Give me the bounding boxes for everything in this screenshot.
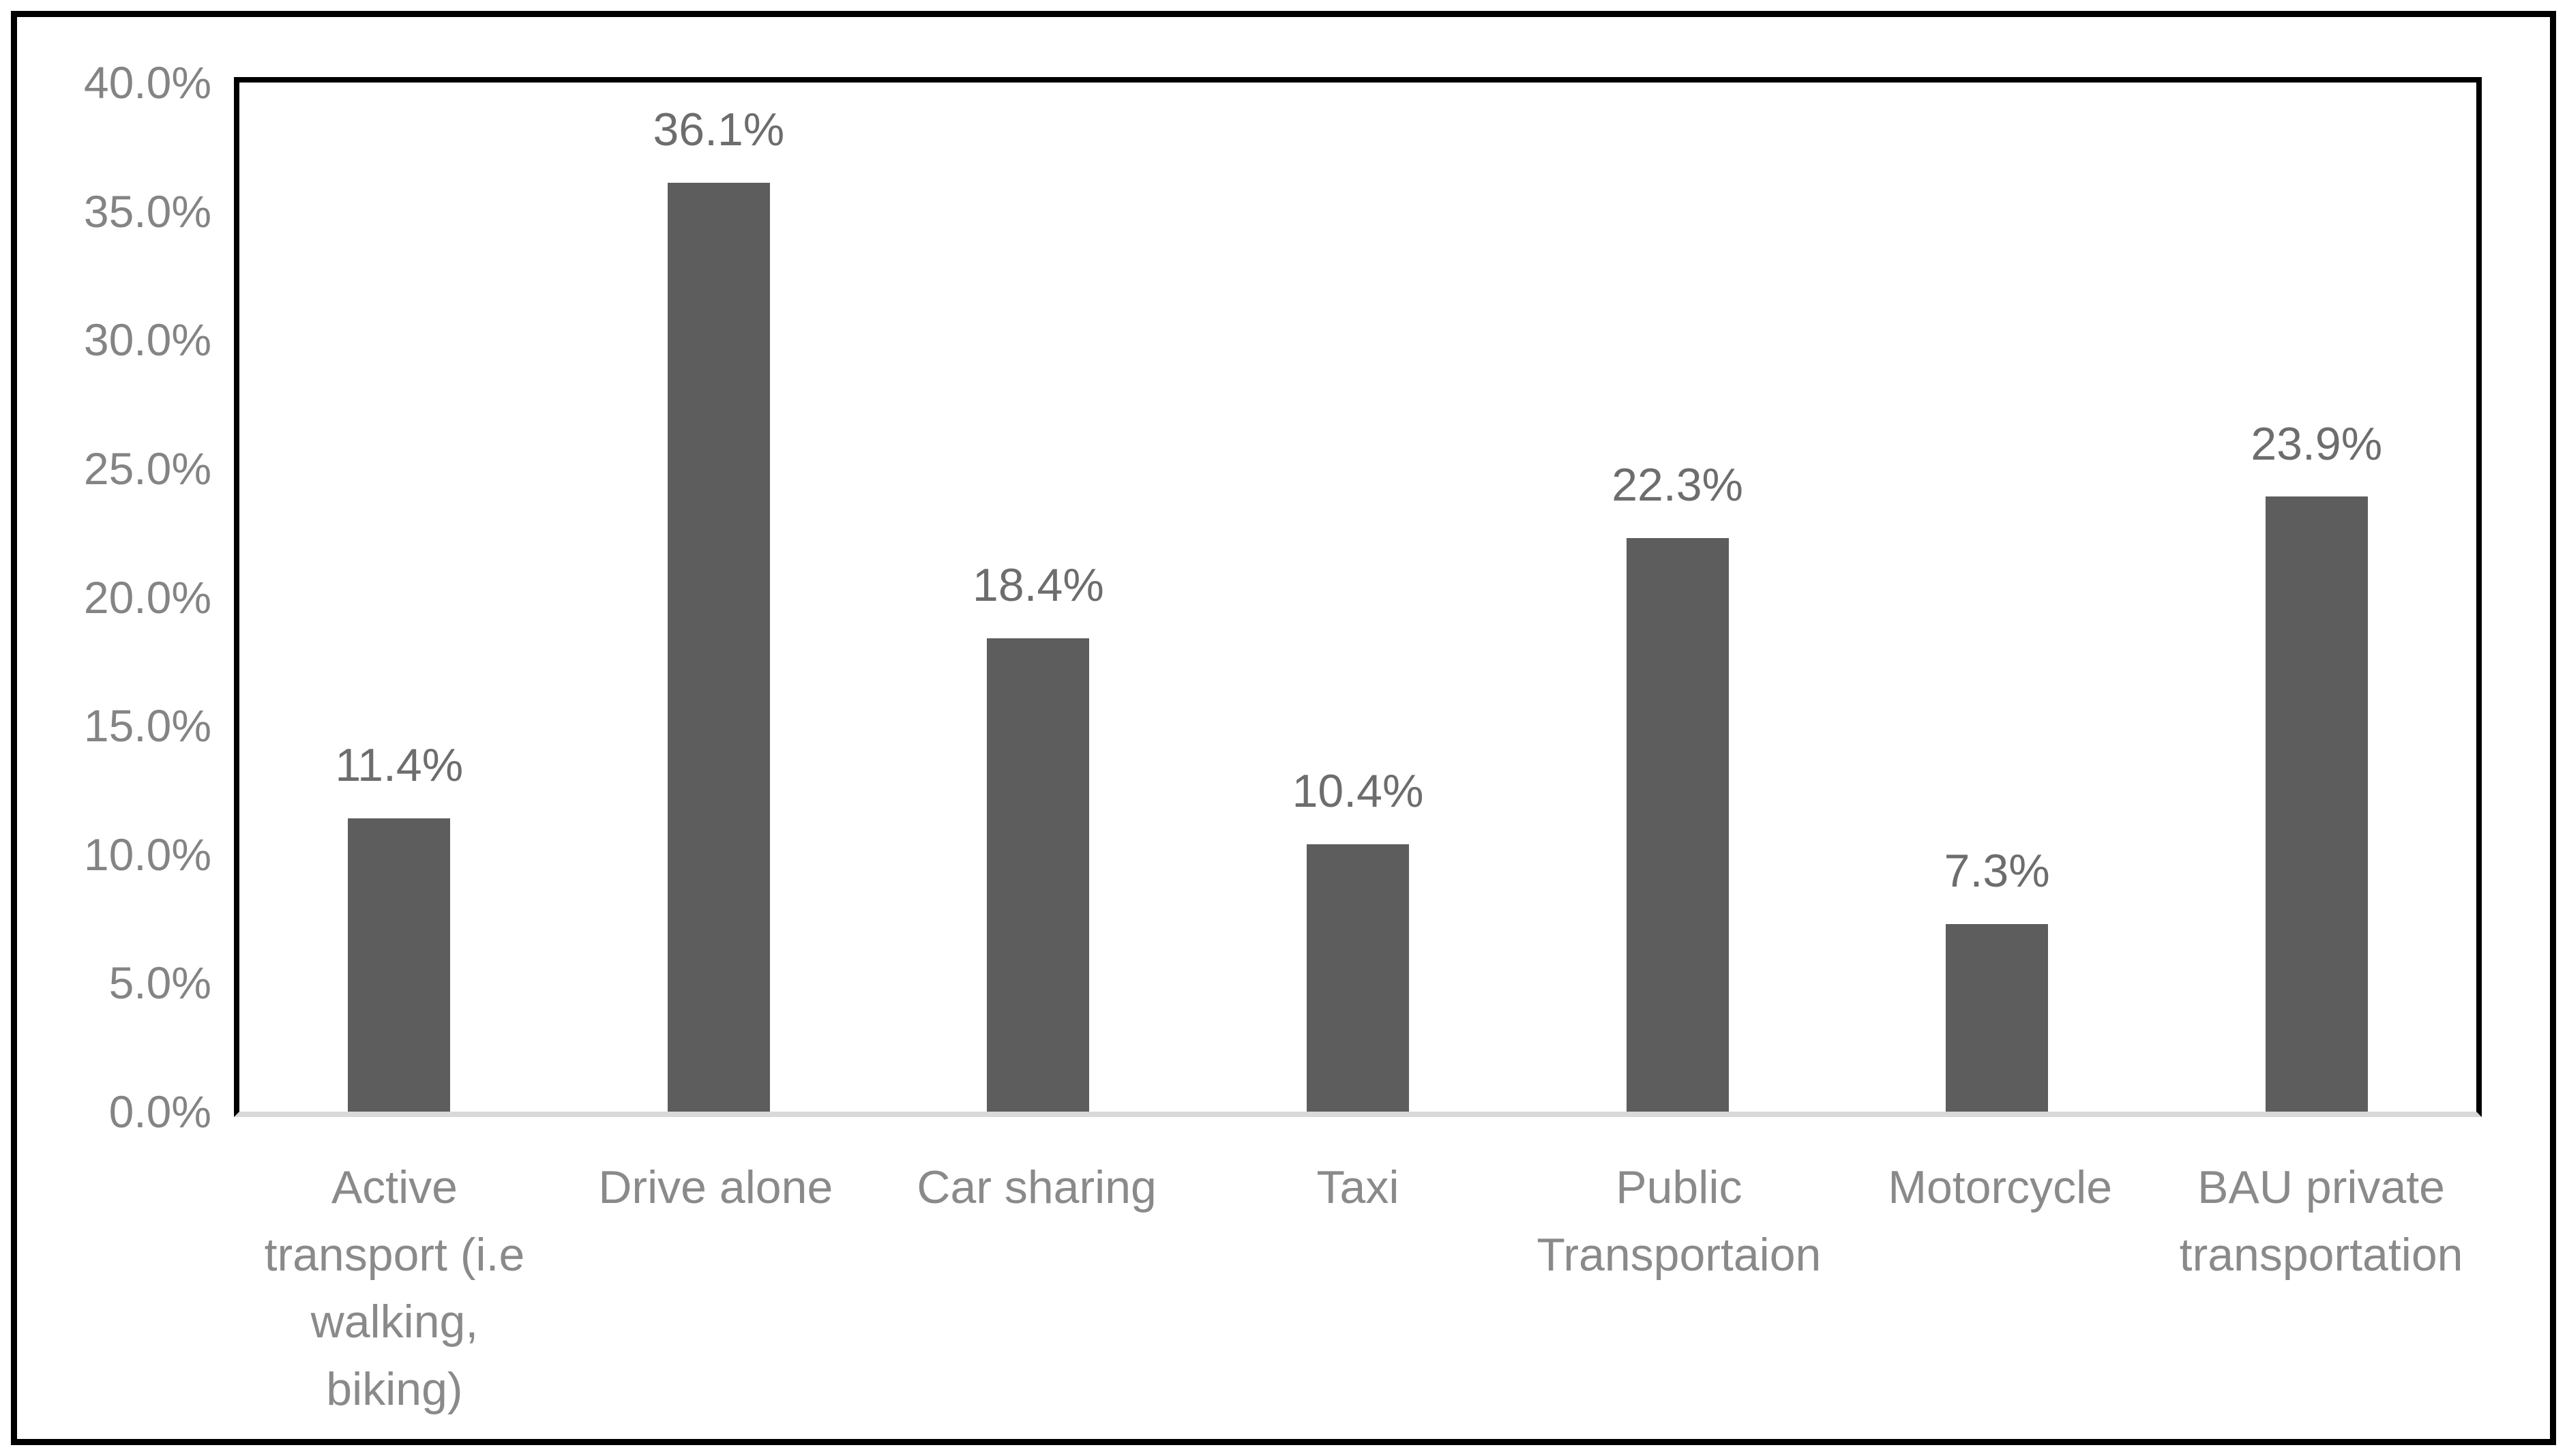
category-label: Active transport (i.e walking, biking) (264, 1161, 525, 1415)
bar-value-label: 36.1% (653, 104, 785, 156)
bar (1626, 537, 1729, 1112)
y-tick-label: 40.0% (83, 57, 211, 108)
category-label: Car sharing (917, 1161, 1157, 1213)
bar-value-label: 18.4% (973, 559, 1104, 612)
bar-value-label: 11.4% (335, 739, 464, 792)
bar-value-label: 22.3% (1612, 458, 1743, 511)
y-tick-label: 15.0% (83, 700, 211, 752)
y-tick-label: 5.0% (108, 957, 211, 1009)
y-tick-label: 25.0% (83, 443, 211, 494)
y-tick-label: 20.0% (83, 571, 211, 623)
bar-slot: 7.3% (1837, 83, 2157, 1112)
y-tick-label: 10.0% (83, 829, 211, 880)
bar-slot: 18.4% (878, 83, 1198, 1112)
plot-area: 11.4% 36.1% 18.4% 10.4% 22.3% 7.3% 23.9% (234, 77, 2482, 1117)
x-axis-labels: Active transport (i.e walking, biking) Dr… (234, 1154, 2482, 1423)
bar (2265, 496, 2368, 1112)
bar (1307, 844, 1410, 1112)
category-label: Taxi (1316, 1161, 1399, 1213)
bar-value-label: 23.9% (2251, 417, 2383, 470)
bar-slot: 36.1% (559, 83, 879, 1112)
category-label: BAU private transportation (2179, 1161, 2463, 1281)
bar-slot: 10.4% (1198, 83, 1518, 1112)
category-label: Public Transportaion (1537, 1161, 1822, 1281)
bar-value-label: 10.4% (1292, 764, 1424, 817)
y-tick-label: 35.0% (83, 185, 211, 237)
bar (987, 638, 1090, 1112)
bar (1946, 923, 2049, 1112)
figure-border (11, 11, 2556, 1445)
category-label: Drive alone (598, 1161, 833, 1213)
bar-slot: 11.4% (239, 83, 559, 1112)
bar (348, 818, 451, 1112)
bars-row: 11.4% 36.1% 18.4% 10.4% 22.3% 7.3% 23.9% (239, 83, 2476, 1112)
bar-slot: 22.3% (1517, 83, 1837, 1112)
y-tick-label: 30.0% (83, 314, 211, 366)
bar-value-label: 7.3% (1944, 844, 2050, 897)
y-axis: 0.0% 5.0% 10.0% 15.0% 20.0% 25.0% 30.0% 35.0% 40… (27, 60, 211, 1134)
category-label: Motorcycle (1888, 1161, 2113, 1213)
bar-slot: 23.9% (2156, 83, 2476, 1112)
y-tick-label: 0.0% (108, 1086, 211, 1137)
bar (667, 183, 770, 1112)
